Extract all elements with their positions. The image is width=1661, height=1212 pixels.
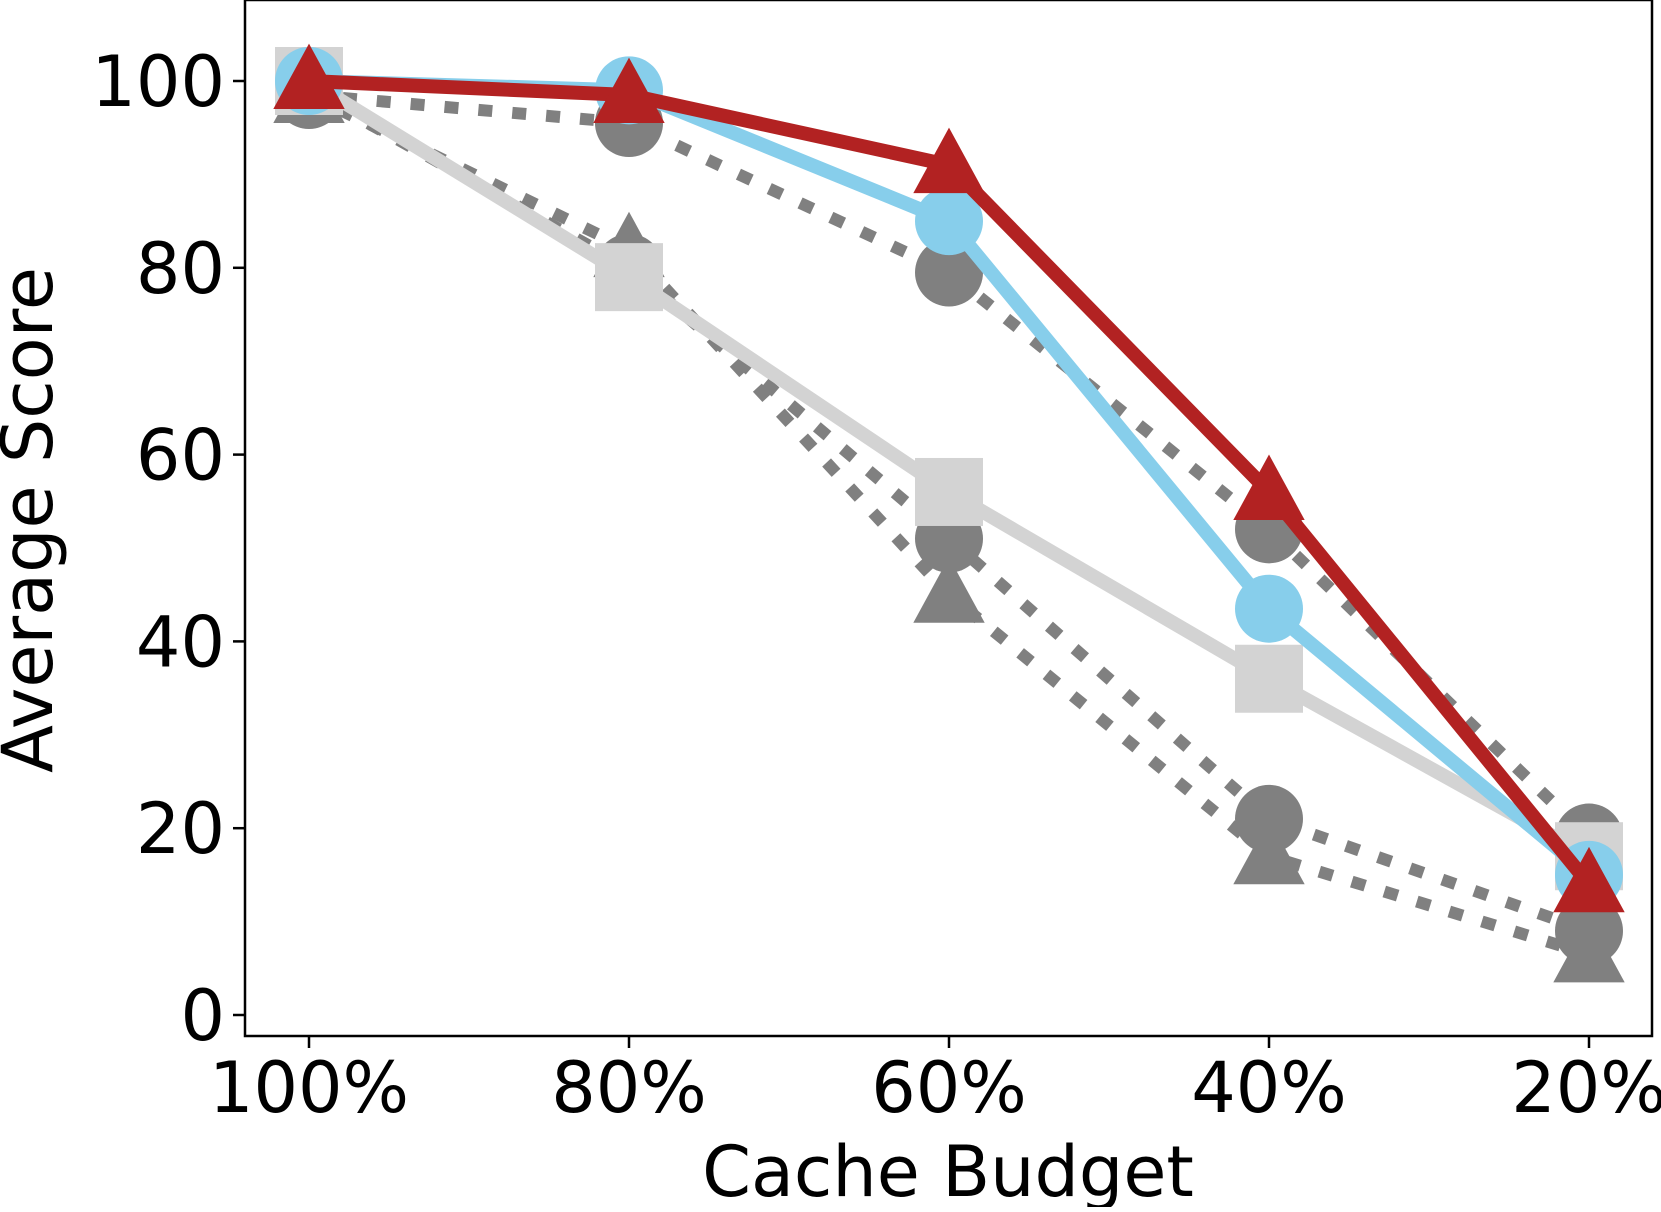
data-point (593, 57, 665, 124)
axis-layer: 100% 80% 60% 40% 20% 0 20 40 60 80 100 (91, 41, 1661, 1129)
y-tick-label: 80 (136, 228, 225, 310)
data-point (1233, 454, 1305, 521)
data-point (915, 457, 983, 526)
y-axis-label: Average Score (0, 267, 69, 773)
y-tick-label: 20 (136, 788, 225, 870)
data-point (1235, 644, 1303, 713)
data-point (1235, 784, 1303, 853)
data-point (1553, 846, 1625, 913)
series-6 (273, 43, 1625, 913)
x-tick-label: 40% (1191, 1047, 1347, 1129)
x-axis-label: Cache Budget (702, 1131, 1194, 1207)
series-layer (273, 43, 1625, 983)
x-tick-label: 60% (871, 1047, 1027, 1129)
x-tick-label: 20% (1511, 1047, 1661, 1129)
data-point (913, 127, 985, 194)
y-tick-label: 60 (136, 415, 225, 497)
x-tick-label: 100% (209, 1047, 409, 1129)
data-point (915, 187, 983, 256)
x-tick-label: 80% (551, 1047, 707, 1129)
data-point (915, 238, 983, 307)
data-point (1235, 574, 1303, 643)
data-point (273, 43, 345, 110)
data-point (595, 243, 663, 312)
y-tick-label: 40 (136, 601, 225, 683)
data-point (1555, 896, 1623, 965)
data-point (913, 557, 985, 623)
y-tick-label: 0 (180, 975, 225, 1057)
y-tick-label: 100 (91, 41, 225, 123)
